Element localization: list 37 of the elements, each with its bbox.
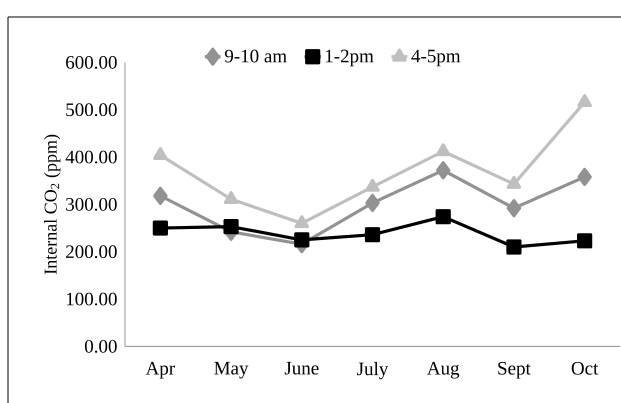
y-tick-label: 600.00	[66, 56, 117, 69]
y-tick-label: 100.00	[66, 292, 117, 306]
point	[506, 199, 522, 218]
y-tick-label: 300.00	[66, 198, 117, 211]
point	[365, 194, 380, 212]
x-tick-label: May	[214, 362, 248, 378]
point	[436, 209, 451, 224]
point	[223, 219, 239, 234]
x-tick-label: Oct	[572, 362, 598, 375]
point	[577, 233, 592, 248]
point	[577, 94, 592, 108]
y-tick-label: 0.00	[84, 340, 117, 353]
point	[152, 220, 168, 236]
x-tick-label: Apr	[146, 362, 175, 379]
point	[294, 215, 310, 228]
point	[436, 161, 450, 180]
y-tick-label: 200.00	[66, 245, 117, 258]
legend-label: 1-2pm	[326, 50, 374, 66]
legend-label: 9-10 am	[224, 50, 287, 62]
point	[436, 143, 450, 156]
point	[506, 239, 522, 255]
x-tick-label: Sept	[498, 362, 531, 379]
point	[506, 176, 522, 189]
x-tick-label: July	[357, 362, 388, 380]
y-axis-title: Internal CO$_{2}$ (ppm)	[44, 134, 60, 274]
point	[364, 227, 380, 242]
x-tick-label: Aug	[427, 362, 460, 379]
x-tick-label: June	[284, 362, 319, 375]
point	[153, 186, 168, 205]
y-tick-label: 500.00	[66, 103, 117, 116]
legend-label: 4-5pm	[411, 50, 460, 66]
point	[365, 178, 380, 192]
point	[294, 232, 310, 248]
point	[224, 191, 238, 204]
y-tick-label: 400.00	[66, 150, 117, 164]
point	[577, 168, 592, 186]
point	[153, 147, 168, 160]
